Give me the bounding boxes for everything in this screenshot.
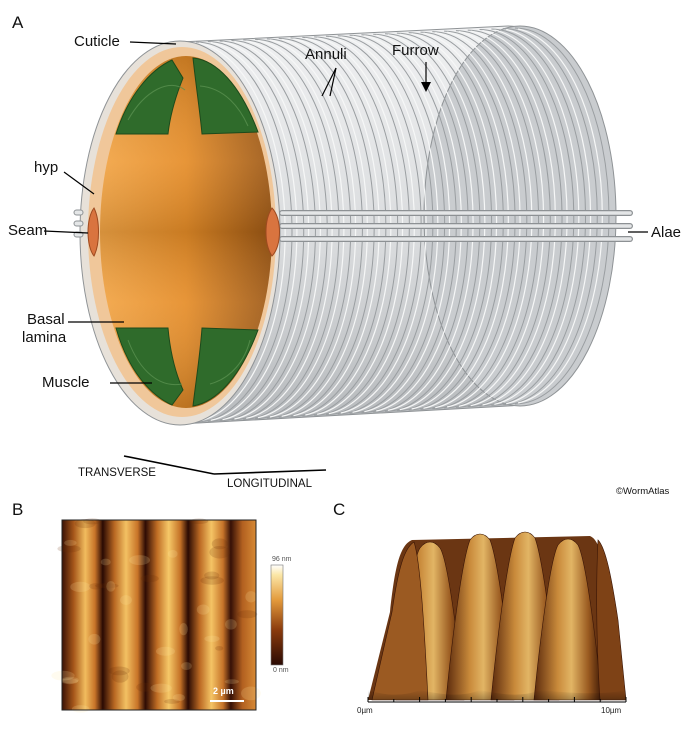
afm-texture-speck <box>129 555 150 565</box>
axis-label-start: 0µm <box>357 706 373 715</box>
afm-height-image <box>51 518 260 712</box>
afm-texture-speck <box>237 610 257 618</box>
label-basal: Basal <box>27 311 65 328</box>
afm-texture-speck <box>101 559 111 566</box>
label-transverse: TRANSVERSE <box>78 467 156 479</box>
afm-texture-speck <box>241 687 261 701</box>
afm-texture-speck <box>51 671 74 681</box>
afm-texture-speck <box>64 540 76 546</box>
afm-texture-speck <box>88 634 100 645</box>
label-annuli: Annuli <box>305 46 347 63</box>
cross-section <box>74 41 280 425</box>
label-alae: Alae <box>651 224 681 241</box>
afm-texture-speck <box>168 550 178 558</box>
scale-bar-label: 2 µm <box>213 686 234 696</box>
afm-texture-speck <box>106 581 115 592</box>
afm-texture-speck <box>190 518 208 524</box>
panel-label-b: B <box>12 500 23 520</box>
afm-edge-ridge-right <box>597 540 626 700</box>
afm-texture-speck <box>72 705 90 713</box>
credit-wormatlas: ©WormAtlas <box>616 486 669 497</box>
afm-texture-speck <box>225 619 237 629</box>
label-muscle: Muscle <box>42 374 90 391</box>
axis-label-end: 10µm <box>601 706 621 715</box>
afm-texture-speck <box>151 684 172 693</box>
afm-texture-speck <box>225 679 239 684</box>
label-seam: Seam <box>8 222 47 239</box>
afm-texture-speck <box>215 646 223 651</box>
panel-label-a: A <box>12 13 23 33</box>
afm-texture-speck <box>181 662 192 670</box>
label-hyp: hyp <box>34 159 58 176</box>
afm-texture-speck <box>245 591 256 602</box>
colorbar-min-label: 0 nm <box>273 667 289 674</box>
label-lamina: lamina <box>22 329 66 346</box>
afm-texture-speck <box>120 595 132 605</box>
label-longitudinal: LONGITUDINAL <box>227 478 312 490</box>
afm-texture-speck <box>156 647 175 656</box>
afm-texture-speck <box>57 545 80 552</box>
afm-texture-speck <box>179 623 188 635</box>
afm-texture-speck <box>197 605 210 615</box>
afm-texture-speck <box>70 582 90 592</box>
colorbar-max-label: 96 nm <box>272 556 291 563</box>
afm-texture-speck <box>173 694 185 701</box>
label-furrow: Furrow <box>392 42 439 59</box>
afm-texture-speck <box>204 636 219 642</box>
height-colorbar <box>271 565 283 665</box>
panel-label-c: C <box>333 500 345 520</box>
label-cuticle: Cuticle <box>74 33 120 50</box>
afm-texture-speck <box>209 546 230 559</box>
afm-texture-speck <box>109 666 130 675</box>
afm-texture-speck <box>141 575 159 582</box>
afm-texture-speck <box>204 572 219 580</box>
afm-3d-surface <box>368 532 626 700</box>
